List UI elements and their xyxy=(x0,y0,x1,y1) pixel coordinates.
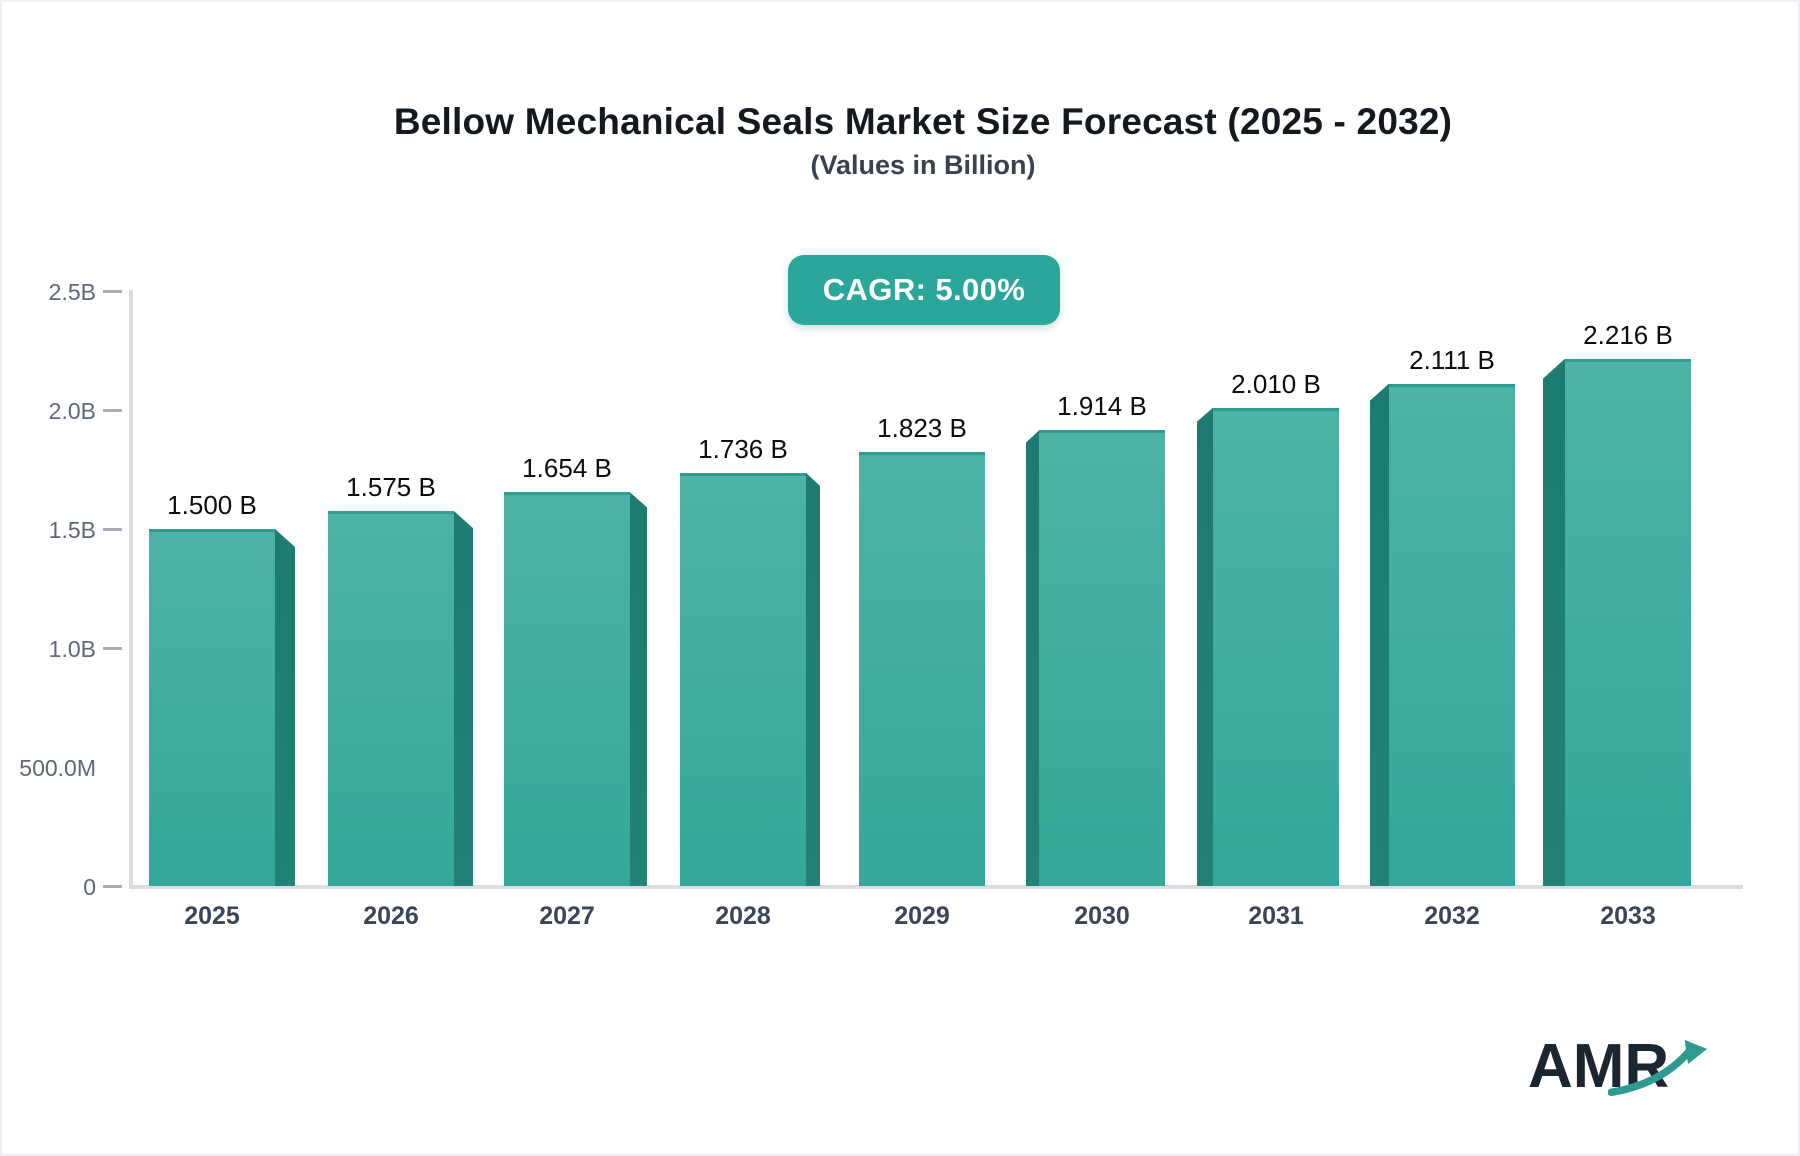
bar-side-2028 xyxy=(806,472,820,886)
chart-subtitle: (Values in Billion) xyxy=(810,150,1036,180)
growth-arrow-icon xyxy=(1608,1039,1708,1097)
bar-side-2033 xyxy=(1543,358,1565,886)
x-axis-label-2025: 2025 xyxy=(184,902,240,930)
bar-2030 xyxy=(1039,430,1165,886)
x-axis-label-2033: 2033 xyxy=(1600,902,1656,930)
cagr-badge: CAGR: 5.00% xyxy=(788,255,1060,325)
bar-2031 xyxy=(1213,407,1339,886)
x-axis-label-2026: 2026 xyxy=(363,902,419,930)
y-axis-tick xyxy=(103,290,122,293)
chart-title: Bellow Mechanical Seals Market Size Fore… xyxy=(393,101,1453,142)
x-axis-label-2027: 2027 xyxy=(539,902,595,930)
bar-value-label: 2.010 B xyxy=(1231,368,1321,399)
bar-value-label: 1.823 B xyxy=(877,413,967,444)
y-axis-label: 1.0B xyxy=(48,636,96,662)
y-axis-line xyxy=(129,290,133,886)
bar-2029 xyxy=(859,452,985,886)
y-axis-tick xyxy=(103,885,122,888)
amr-logo: AMR xyxy=(1528,1036,1708,1116)
bar-2033 xyxy=(1565,358,1691,886)
x-axis-label-2029: 2029 xyxy=(894,902,950,930)
x-axis-label-2030: 2030 xyxy=(1074,902,1130,930)
bar-side-2027 xyxy=(630,492,647,886)
bar-side-2025 xyxy=(275,529,295,886)
bar-value-label: 1.654 B xyxy=(522,453,612,484)
y-axis-tick xyxy=(103,647,122,650)
x-axis-label-2031: 2031 xyxy=(1248,902,1304,930)
bar-value-label: 1.575 B xyxy=(346,472,436,503)
y-axis-label: 1.5B xyxy=(48,517,96,543)
x-axis-label-2032: 2032 xyxy=(1424,902,1480,930)
bar-side-2026 xyxy=(454,511,473,886)
y-axis-label: 0 xyxy=(83,874,96,900)
y-axis-label: 2.0B xyxy=(48,398,96,424)
y-axis-label: 2.5B xyxy=(48,279,96,305)
bar-side-2030 xyxy=(1026,430,1039,886)
bar-2028 xyxy=(680,472,806,886)
bar-value-label: 2.111 B xyxy=(1409,344,1495,375)
x-axis-label-2028: 2028 xyxy=(715,902,771,930)
bar-2027 xyxy=(504,492,630,886)
bar-value-label: 1.500 B xyxy=(167,490,257,520)
x-axis-line xyxy=(129,885,1743,889)
y-axis-tick xyxy=(103,528,122,531)
bar-2032 xyxy=(1389,383,1515,886)
bar-value-label: 2.216 B xyxy=(1583,319,1673,350)
bar-value-label: 1.736 B xyxy=(698,433,788,464)
bar-2025 xyxy=(149,529,275,886)
amr-logo-text: AMR xyxy=(1528,1032,1670,1101)
bar-side-2031 xyxy=(1197,407,1213,886)
bar-2026 xyxy=(328,511,454,886)
y-axis-tick xyxy=(103,409,122,412)
bar-value-label: 1.914 B xyxy=(1057,391,1147,422)
bar-side-2032 xyxy=(1370,383,1389,886)
y-axis-label: 500.0M xyxy=(19,755,96,781)
